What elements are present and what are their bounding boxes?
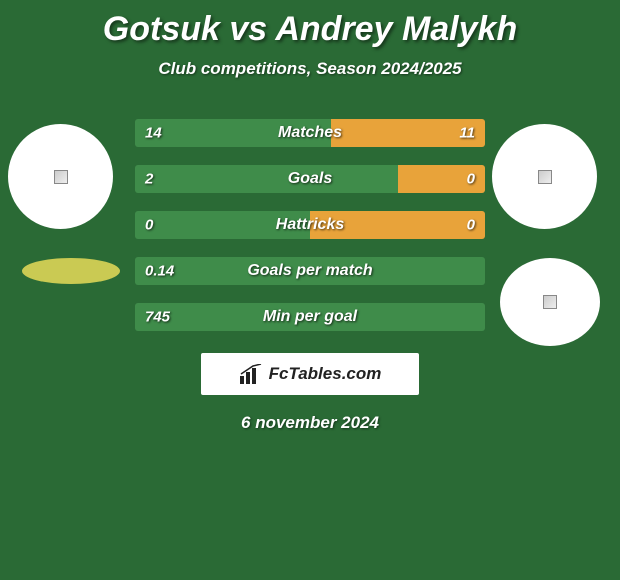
player-left-avatar — [8, 124, 113, 229]
stat-row: 14 Matches 11 — [135, 119, 485, 147]
brand-text: FcTables.com — [269, 364, 382, 384]
page-title: Gotsuk vs Andrey Malykh — [0, 0, 620, 49]
stat-value-left: 0.14 — [135, 263, 184, 280]
stat-row: 2 Goals 0 — [135, 165, 485, 193]
stat-value-left: 14 — [135, 125, 172, 142]
stat-row: 745 Min per goal — [135, 303, 485, 331]
stat-value-left: 0 — [135, 217, 163, 234]
avatar-shadow — [22, 258, 120, 284]
broken-image-icon — [538, 170, 552, 184]
stat-value-right: 0 — [457, 171, 485, 188]
stat-value-left: 2 — [135, 171, 163, 188]
broken-image-icon — [54, 170, 68, 184]
stat-bar-left — [135, 165, 398, 193]
stat-label: Goals per match — [247, 262, 372, 280]
subtitle: Club competitions, Season 2024/2025 — [0, 59, 620, 79]
player-right-avatar — [492, 124, 597, 229]
stat-label: Goals — [288, 170, 332, 188]
date-text: 6 november 2024 — [0, 413, 620, 433]
brand-logo: FcTables.com — [201, 353, 419, 395]
stat-value-right: 0 — [457, 217, 485, 234]
stat-value-left: 745 — [135, 309, 180, 326]
broken-image-icon — [543, 295, 557, 309]
player-right-avatar-2 — [500, 258, 600, 346]
stat-label: Matches — [278, 124, 342, 142]
stat-label: Min per goal — [263, 308, 357, 326]
stat-row: 0.14 Goals per match — [135, 257, 485, 285]
stats-container: 14 Matches 11 2 Goals 0 0 Hattricks 0 0.14 Goals p… — [135, 119, 485, 331]
chart-icon — [239, 364, 265, 384]
stat-label: Hattricks — [276, 216, 344, 234]
stat-row: 0 Hattricks 0 — [135, 211, 485, 239]
stat-value-right: 11 — [449, 125, 485, 142]
